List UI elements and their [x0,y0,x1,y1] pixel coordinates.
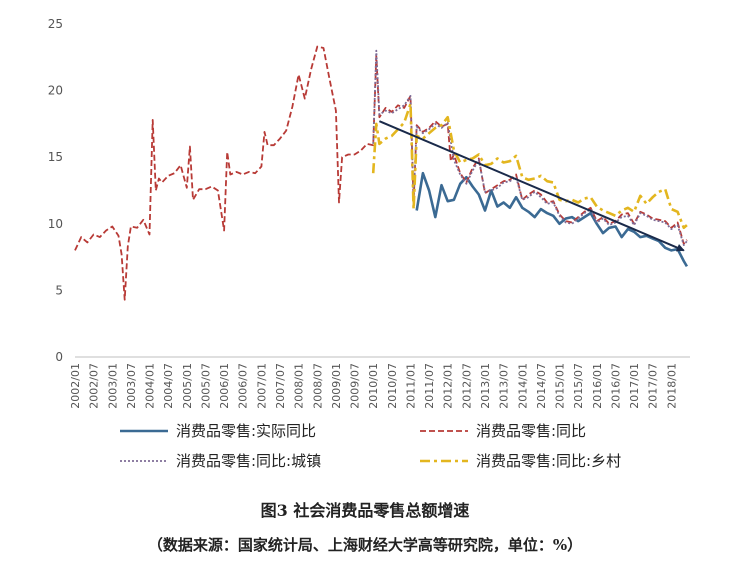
x-tick-label: 2016/07 [609,363,622,409]
y-tick-label: 0 [55,350,63,364]
legend-label: 消费品零售:同比:乡村 [476,452,621,470]
legend-label: 消费品零售:同比:城镇 [176,452,321,470]
x-tick-label: 2009/01 [330,363,343,409]
x-tick-label: 2013/07 [498,363,511,409]
y-tick-label: 5 [55,283,63,297]
series-lines [74,45,689,301]
x-tick-label: 2011/01 [404,363,417,409]
x-tick-label: 2017/07 [647,363,660,409]
y-tick-label: 25 [48,17,63,31]
x-tick-label: 2005/01 [181,363,194,409]
x-tick-label: 2006/01 [218,363,231,409]
x-tick-label: 2012/07 [460,363,473,409]
x-tick-label: 2016/01 [591,363,604,409]
x-tick-label: 2017/01 [628,363,641,409]
x-tick-label: 2009/07 [349,363,362,409]
x-axis: 2002/01 2002/07 2003/01 2003/07 2004/01 2004/… [69,356,690,409]
legend-label: 消费品零售:同比 [476,422,586,440]
trend-arrow-line [379,120,685,252]
figure-source: （数据来源：国家统计局、上海财经大学高等研究院，单位：%） [147,536,583,554]
figure-title: 图3 社会消费品零售总额增速 [260,501,470,520]
x-tick-label: 2013/01 [479,363,492,409]
y-tick-label: 20 [48,84,63,98]
x-tick-label: 2012/01 [442,363,455,409]
legend-label: 消费品零售:实际同比 [176,422,316,440]
x-tick-label: 2015/07 [572,363,585,409]
y-tick-label: 15 [48,150,63,164]
series-line-2 [74,45,688,301]
x-tick-label: 2011/07 [423,363,436,409]
x-tick-label: 2010/01 [367,363,380,409]
y-tick-label: 10 [48,217,63,231]
x-tick-label: 2002/07 [88,363,101,409]
x-tick-label: 2008/07 [311,363,324,409]
series-line-3 [372,49,688,246]
x-tick-label: 2004/07 [162,363,175,409]
x-tick-label: 2015/01 [554,363,567,409]
x-tick-label: 2003/01 [106,363,119,409]
series-line-4 [371,102,688,230]
x-tick-label: 2014/07 [535,363,548,409]
x-tick-label: 2002/01 [69,363,82,409]
x-tick-label: 2006/07 [237,363,250,409]
x-tick-label: 2003/07 [125,363,138,409]
x-tick-label: 2014/01 [516,363,529,409]
x-tick-label: 2004/01 [144,363,157,409]
x-tick-label: 2007/07 [274,363,287,409]
x-tick-label: 2018/01 [665,363,678,409]
x-tick-label: 2005/07 [199,363,212,409]
x-tick-label: 2007/01 [255,363,268,409]
y-axis: 0 5 10 15 20 25 [48,17,63,364]
x-tick-label: 2010/07 [386,363,399,409]
series-line-1 [415,171,689,268]
x-tick-label: 2008/01 [293,363,306,409]
